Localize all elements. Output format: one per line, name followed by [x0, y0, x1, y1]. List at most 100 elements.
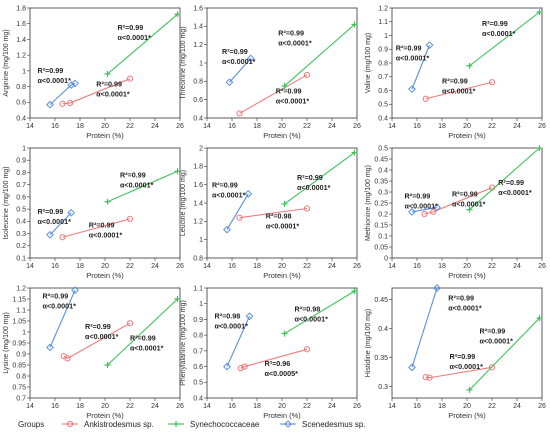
data-point	[281, 200, 288, 207]
y-tick-label: 1.2	[16, 285, 26, 292]
p-value-label: α<0.0001*	[278, 39, 312, 48]
x-tick-label: 26	[353, 263, 361, 270]
p-value-label: α<0.0001*	[498, 188, 532, 197]
y-tick-label: 0.5	[378, 102, 388, 109]
y-tick-label: 0.45	[374, 156, 388, 163]
data-point	[67, 208, 76, 217]
x-tick-label: 24	[151, 403, 159, 410]
y-tick-label: 1.4	[193, 200, 203, 207]
r-squared-label: R²=0.99	[120, 170, 146, 179]
data-point	[430, 208, 437, 215]
data-point	[126, 215, 134, 222]
legend-marker	[284, 420, 292, 428]
chart-panel: 14 16 18 20 22 24 26 0.8 1 1.2 1.4 1.6 1.8 2 Protein (…	[180, 145, 361, 280]
r-squared-label: R²=0.99	[130, 333, 156, 342]
data-point	[223, 225, 231, 234]
y-axis-label: Valine (mg/100 mg)	[365, 33, 372, 94]
y-tick-label: 0.45	[374, 297, 388, 304]
r-squared-label: R²=0.98	[295, 305, 321, 314]
legend-label: Ankistrodesmus sp.	[84, 420, 154, 429]
data-point	[71, 79, 79, 88]
p-value-label: α<0.0001*	[297, 183, 331, 192]
x-tick-label: 24	[328, 123, 336, 130]
y-tick-label: 0.5	[193, 380, 203, 387]
data-point	[488, 364, 496, 371]
series-line	[411, 44, 431, 90]
y-tick-label: 0.3	[378, 384, 388, 391]
r-squared-label: R²=0.99	[276, 86, 302, 95]
p-value-label: α<0.0001*	[38, 217, 72, 226]
y-tick-label: 1.6	[16, 21, 26, 28]
y-axis-label: Histidine (mg/100 mg)	[365, 309, 372, 377]
x-tick-label: 14	[26, 263, 34, 270]
y-tick-label: 0.4	[378, 115, 388, 122]
y-tick-label: 0.4	[378, 326, 388, 333]
plot-frame	[391, 7, 543, 119]
y-tick-label: 1.1	[16, 307, 26, 314]
y-tick-label: 1.4	[193, 24, 203, 31]
x-tick-label: 20	[101, 403, 109, 410]
plot-frame	[206, 287, 358, 399]
r-squared-label: R²=0.98	[215, 312, 241, 321]
data-point	[466, 386, 473, 393]
x-tick-label: 24	[513, 123, 521, 130]
series-line	[49, 289, 76, 348]
x-tick-label: 18	[438, 403, 446, 410]
data-point	[536, 145, 543, 151]
x-tick-label: 18	[76, 403, 84, 410]
y-tick-label: 1.8	[193, 164, 203, 171]
series-line	[107, 170, 178, 203]
r-squared-label: R²=0.99	[43, 292, 69, 301]
data-point	[225, 78, 234, 87]
data-point	[408, 363, 416, 372]
p-value-label: α<0.0001*	[130, 343, 164, 352]
x-tick-label: 26	[176, 123, 184, 130]
y-tick-label: 0.4	[16, 219, 26, 226]
r-squared-label: R²=0.99	[452, 189, 478, 198]
y-tick-label: 1	[199, 60, 203, 67]
data-point	[126, 75, 134, 82]
legend-label: Scenedesmus sp.	[302, 420, 366, 429]
p-value-label: α<0.0001*	[482, 29, 516, 38]
series-line	[284, 152, 355, 205]
series-line	[226, 316, 251, 367]
p-value-label: α<0.0001*	[396, 54, 430, 63]
x-axis-label: Protein (%)	[86, 131, 124, 140]
x-tick-label: 20	[463, 403, 471, 410]
series-line	[226, 193, 249, 230]
r-squared-label: R²=0.99	[480, 327, 506, 336]
x-tick-label: 26	[538, 403, 546, 410]
x-tick-label: 22	[488, 403, 496, 410]
x-tick-label: 26	[538, 123, 546, 130]
series-line	[411, 206, 438, 213]
y-tick-label: 0.9	[16, 351, 26, 358]
y-tick-label: 0.9	[378, 47, 388, 54]
r-squared-label: R²=0.99	[38, 66, 64, 75]
p-value-label: α<0.0001*	[450, 362, 484, 371]
x-tick-label: 18	[253, 123, 261, 130]
p-value-label: α<0.0001*	[452, 199, 486, 208]
data-point	[408, 207, 416, 216]
data-point	[104, 198, 111, 205]
y-tick-label: 0.7	[193, 348, 203, 355]
p-value-label: α<0.0001*	[295, 315, 329, 324]
p-value-label: α<0.0001*	[276, 96, 310, 105]
data-point	[126, 320, 134, 327]
y-tick-label: 1	[199, 301, 203, 308]
legend-item: Scenedesmus sp.	[280, 420, 366, 429]
x-tick-label: 14	[203, 263, 211, 270]
legend-label: Synechococcaceae	[190, 420, 260, 429]
r-squared-label: R²=0.99	[96, 80, 122, 89]
data-point	[536, 9, 543, 16]
p-value-label: α<0.0001*	[212, 190, 246, 199]
p-value-label: α<0.0001*	[442, 87, 476, 96]
x-tick-label: 16	[413, 403, 421, 410]
series-line	[411, 287, 438, 368]
p-value-label: α<0.0001*	[405, 202, 439, 211]
p-value-label: α<0.0001*	[38, 76, 72, 85]
y-tick-label: 1.8	[16, 5, 26, 12]
y-tick-label: 0.95	[12, 340, 26, 347]
chart-panel: 14 16 18 20 22 24 26 0 0.05 0.1 0.15 0.2 0.25 0.3 0.35…	[365, 145, 546, 280]
y-tick-label: 0.7	[16, 182, 26, 189]
y-tick-label: 1	[384, 33, 388, 40]
